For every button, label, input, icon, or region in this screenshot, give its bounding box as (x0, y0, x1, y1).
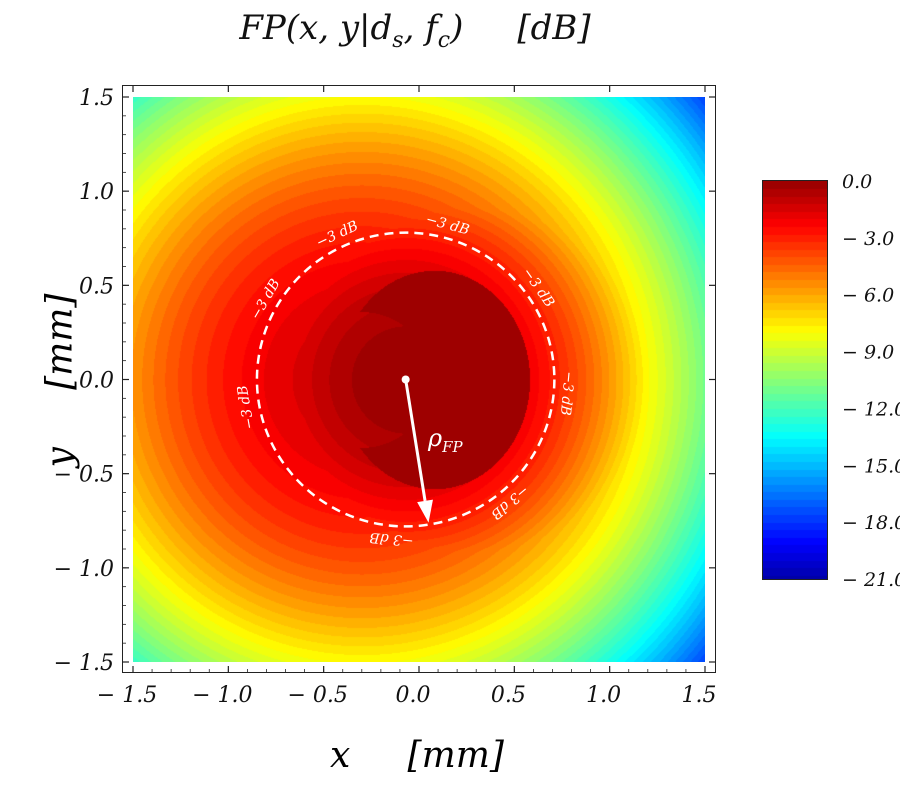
x-tick-label: − 0.5 (287, 683, 347, 708)
colorbar-tick-label: − 6.0 (842, 285, 894, 307)
y-tick-label: 0.0 (79, 369, 114, 394)
contour-label: −3 dB (314, 218, 361, 251)
y-tick-label: − 1.0 (54, 557, 114, 582)
colorbar-tick-label: − 21.0 (842, 569, 900, 591)
colorbar-tick-label: − 15.0 (842, 455, 900, 477)
rho-fp-annotation: ρFP (427, 424, 464, 456)
chart-title: FP(x, y|ds, fc) [dB] (239, 8, 591, 53)
contour-label: −3 dB (557, 371, 577, 417)
contour-label: −3 dB (519, 265, 558, 311)
contour-minus-3db (255, 231, 556, 528)
contour-label: −3 dB (369, 529, 415, 549)
x-axis-label: x [mm] (330, 735, 504, 776)
colorbar-tick-label: − 9.0 (842, 342, 894, 364)
y-tick-label: 1.5 (79, 86, 114, 111)
x-tick-label: 1.0 (586, 683, 621, 708)
x-tick-label: − 1.0 (192, 683, 252, 708)
y-tick-label: 1.0 (79, 180, 114, 205)
contour-label: −3 dB (248, 276, 284, 322)
radius-arrow-head (417, 499, 433, 523)
y-tick-label: − 0.5 (54, 463, 114, 488)
contour-label: −3 dB (487, 482, 531, 523)
heatmap (133, 97, 705, 662)
x-tick-label: 0.5 (491, 683, 526, 708)
colorbar-tick-label: − 18.0 (842, 512, 900, 534)
colorbar-tick-label: − 3.0 (842, 228, 894, 250)
radius-arrow-shaft (404, 379, 427, 502)
x-tick-label: 0.0 (396, 683, 431, 708)
x-tick-label: − 1.5 (97, 683, 157, 708)
x-tick-label: 1.5 (682, 683, 717, 708)
colorbar (762, 180, 828, 580)
contour-label: −3 dB (235, 384, 258, 430)
y-tick-label: 0.5 (79, 274, 114, 299)
y-axis-label: y [mm] (39, 293, 81, 468)
colorbar-tick-label: − 12.0 (842, 398, 900, 420)
colorbar-tick-label: 0.0 (842, 171, 872, 193)
y-tick-label: − 1.5 (54, 651, 114, 676)
